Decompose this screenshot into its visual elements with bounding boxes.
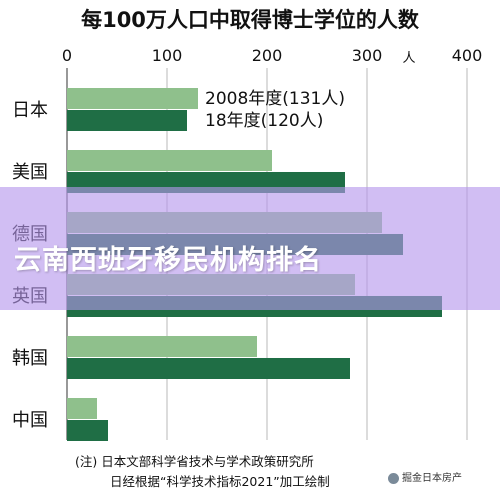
category-label: 美国: [12, 162, 48, 183]
overlay-banner: [0, 187, 500, 310]
x-tick-label: 100: [152, 46, 183, 65]
x-tick-label: 300: [352, 46, 383, 65]
bar: [67, 398, 97, 419]
bar: [67, 110, 187, 131]
watermark: 掘金日本房产: [388, 469, 462, 484]
category-label: 韩国: [12, 348, 48, 369]
banner-text: 云南西班牙移民机构排名: [14, 245, 322, 276]
footnote-line-2: 日经根据“科学技术指标2021”加工绘制: [110, 474, 330, 489]
unit-label: 人: [402, 51, 415, 66]
x-tick-label: 0: [62, 46, 72, 65]
category-label: 中国: [12, 410, 48, 431]
category-label: 日本: [12, 100, 48, 121]
wechat-icon: [388, 472, 399, 484]
legend-entry: 18年度(120人): [205, 111, 323, 131]
bar: [67, 420, 108, 441]
x-tick-label: 200: [252, 46, 283, 65]
chart-title: 每100万人口中取得博士学位的人数: [81, 8, 420, 32]
watermark-text: 掘金日本房产: [402, 473, 462, 484]
footnote-line-1: (注) 日本文部科学省技术与学术政策研究所: [75, 454, 314, 469]
bar: [67, 358, 350, 379]
legend-entry: 2008年度(131人): [205, 89, 345, 109]
bar: [67, 150, 272, 171]
x-tick-label: 400: [452, 46, 483, 65]
bar: [67, 88, 198, 109]
bar: [67, 336, 257, 357]
